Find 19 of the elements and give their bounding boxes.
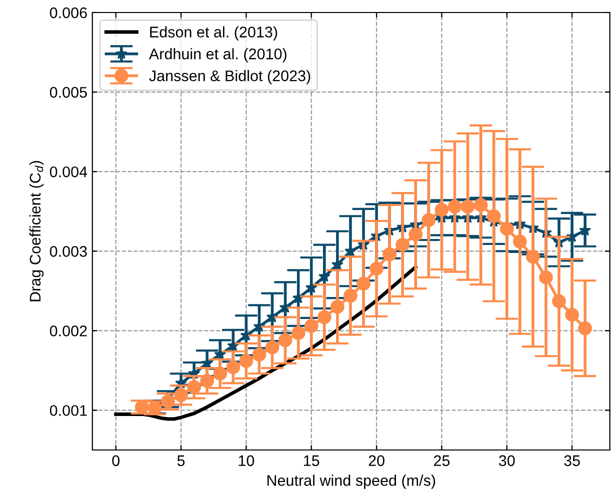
y-tick-label: 0.005 xyxy=(50,86,87,98)
y-tick-label: 0.003 xyxy=(50,246,87,257)
legend-label: Ardhuin et al. (2010) xyxy=(148,48,286,62)
x-tick-label: 10 xyxy=(238,455,254,466)
x-tick-label: 5 xyxy=(177,455,185,466)
legend-label: Edson et al. (2013) xyxy=(150,26,278,40)
y-tick-label: 0.006 xyxy=(50,7,87,18)
x-tick-label: 35 xyxy=(564,455,580,466)
x-tick-label: 15 xyxy=(304,455,320,466)
y-axis-title: Drag Coefficient (C$_{d}$) xyxy=(29,161,44,302)
y-tick-label: 0.004 xyxy=(50,166,88,178)
x-tick-label: 30 xyxy=(498,455,515,466)
y-tick-label: 0.002 xyxy=(50,326,87,336)
x-tick-label: 20 xyxy=(368,455,384,466)
x-axis-title: Neutral wind speed (m/s) xyxy=(267,474,436,489)
y-tick-label: 0.001 xyxy=(50,405,87,416)
legend-label: Janssen & Bidlot (2023) xyxy=(149,70,310,84)
x-tick-label: 25 xyxy=(434,455,450,466)
x-tick-label: 0 xyxy=(112,455,120,466)
